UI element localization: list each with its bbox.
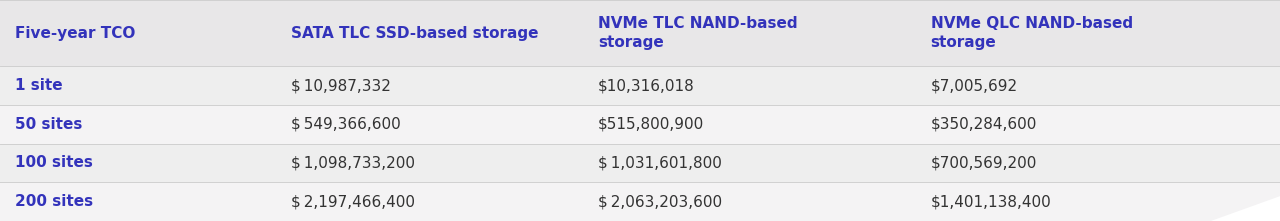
- Text: Five-year TCO: Five-year TCO: [15, 26, 136, 41]
- Bar: [0, 182, 1280, 221]
- Text: 1 site: 1 site: [15, 78, 63, 93]
- Text: NVMe TLC NAND-based
storage: NVMe TLC NAND-based storage: [598, 16, 797, 50]
- Bar: [0, 66, 1280, 105]
- Text: $700,569,200: $700,569,200: [931, 156, 1037, 170]
- Text: SATA TLC SSD-based storage: SATA TLC SSD-based storage: [291, 26, 538, 41]
- Bar: [0, 144, 1280, 182]
- Text: $ 2,063,203,600: $ 2,063,203,600: [598, 194, 722, 209]
- Bar: [0, 0, 1280, 66]
- Text: 200 sites: 200 sites: [15, 194, 93, 209]
- Polygon shape: [1211, 196, 1280, 221]
- Text: $ 1,098,733,200: $ 1,098,733,200: [291, 156, 415, 170]
- Text: NVMe QLC NAND-based
storage: NVMe QLC NAND-based storage: [931, 16, 1133, 50]
- Text: 50 sites: 50 sites: [15, 117, 83, 132]
- Text: $ 549,366,600: $ 549,366,600: [291, 117, 401, 132]
- Text: $ 1,031,601,800: $ 1,031,601,800: [598, 156, 722, 170]
- Text: $ 2,197,466,400: $ 2,197,466,400: [291, 194, 415, 209]
- Text: 100 sites: 100 sites: [15, 156, 93, 170]
- Text: $ 10,987,332: $ 10,987,332: [291, 78, 390, 93]
- Text: $350,284,600: $350,284,600: [931, 117, 1037, 132]
- Text: $7,005,692: $7,005,692: [931, 78, 1018, 93]
- Text: $1,401,138,400: $1,401,138,400: [931, 194, 1051, 209]
- Text: $515,800,900: $515,800,900: [598, 117, 704, 132]
- Bar: [0, 105, 1280, 144]
- Text: $10,316,018: $10,316,018: [598, 78, 695, 93]
